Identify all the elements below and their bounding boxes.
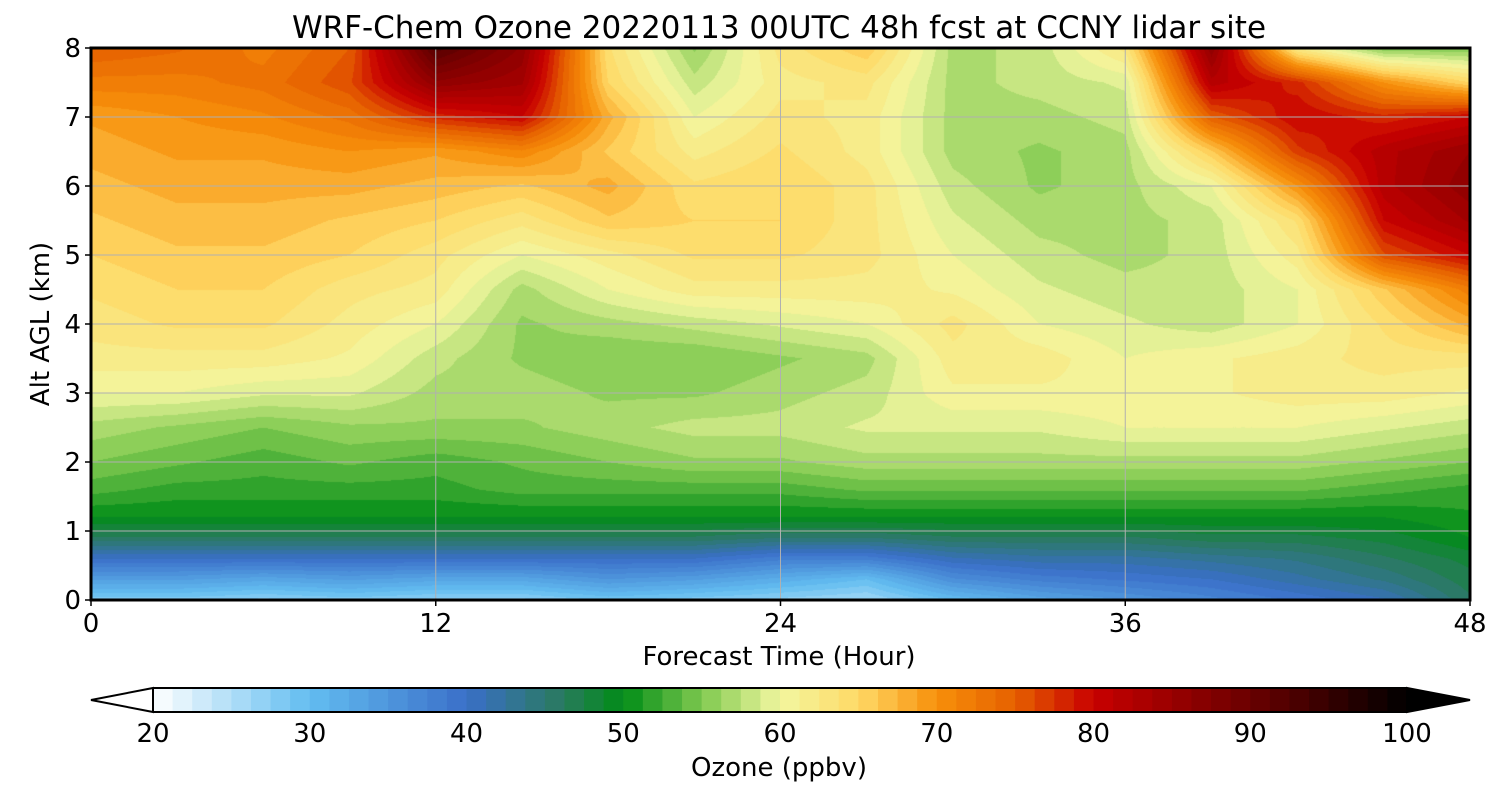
colorbar-swatch xyxy=(1054,688,1075,712)
colorbar-swatch xyxy=(329,688,350,712)
colorbar-swatch xyxy=(897,688,918,712)
colorbar-min-extend xyxy=(90,686,154,714)
colorbar-swatch xyxy=(172,688,193,712)
colorbar xyxy=(90,686,1471,714)
colorbar-tick-label: 20 xyxy=(136,719,169,749)
colorbar-swatch xyxy=(623,688,644,712)
y-tick-label: 7 xyxy=(64,103,81,133)
colorbar-tick-label: 30 xyxy=(293,719,326,749)
y-tick-label: 3 xyxy=(64,379,81,409)
colorbar-swatch xyxy=(1034,688,1055,712)
colorbar-swatch xyxy=(1132,688,1153,712)
colorbar-swatch xyxy=(799,688,820,712)
colorbar-swatch xyxy=(1309,688,1330,712)
colorbar-swatch xyxy=(1348,688,1369,712)
colorbar-swatch xyxy=(995,688,1016,712)
colorbar-swatch xyxy=(1387,688,1408,712)
colorbar-swatch xyxy=(486,688,507,712)
colorbar-swatch xyxy=(740,688,762,712)
colorbar-tick-label: 80 xyxy=(1077,719,1110,749)
colorbar-tick-label: 60 xyxy=(763,719,796,749)
colorbar-swatch xyxy=(603,688,624,712)
colorbar-swatch xyxy=(250,688,272,712)
colorbar-swatch xyxy=(721,688,742,712)
y-axis-label: Alt AGL (km) xyxy=(26,242,56,406)
colorbar-swatch xyxy=(1152,688,1173,712)
colorbar-swatch xyxy=(309,688,330,712)
x-tick-label: 24 xyxy=(764,609,797,639)
y-tick-label: 6 xyxy=(64,172,81,202)
colorbar-swatch xyxy=(760,688,781,712)
colorbar-swatch xyxy=(192,688,213,712)
colorbar-swatch xyxy=(662,688,683,712)
colorbar-swatch xyxy=(446,688,468,712)
colorbar-swatch xyxy=(1250,688,1271,712)
colorbar-swatch xyxy=(819,688,840,712)
colorbar-swatch xyxy=(348,688,370,712)
y-tick-label: 1 xyxy=(64,517,81,547)
colorbar-swatch xyxy=(877,688,899,712)
chart-title: WRF-Chem Ozone 20220113 00UTC 48h fcst a… xyxy=(292,10,1266,46)
x-tick-label: 12 xyxy=(419,609,452,639)
colorbar-swatch xyxy=(1113,688,1134,712)
colorbar-swatch xyxy=(642,688,664,712)
colorbar-swatch xyxy=(1328,688,1349,712)
colorbar-tick-label: 90 xyxy=(1234,719,1267,749)
colorbar-swatch xyxy=(427,688,448,712)
colorbar-ticks: 20 30 40 50 60 70 80 90 100 xyxy=(136,719,1431,749)
x-tick-label: 48 xyxy=(1453,609,1486,639)
colorbar-swatch xyxy=(407,688,428,712)
colorbar-label: Ozone (ppbv) xyxy=(691,753,867,783)
x-axis-label: Forecast Time (Hour) xyxy=(642,642,915,672)
colorbar-swatch xyxy=(544,688,566,712)
colorbar-swatch xyxy=(917,688,938,712)
colorbar-tick-label: 50 xyxy=(607,719,640,749)
colorbar-swatch xyxy=(525,688,546,712)
colorbar-swatch xyxy=(505,688,526,712)
colorbar-tick-label: 100 xyxy=(1382,719,1432,749)
y-tick-label: 8 xyxy=(64,34,81,64)
colorbar-swatch xyxy=(975,688,997,712)
colorbar-swatch xyxy=(1211,688,1232,712)
colorbar-swatch xyxy=(290,688,311,712)
colorbar-swatch xyxy=(1289,688,1310,712)
colorbar-swatch xyxy=(1015,688,1036,712)
x-axis-ticks: 0 12 24 36 48 xyxy=(83,600,1487,639)
colorbar-swatch xyxy=(1171,688,1193,712)
y-axis-ticks: 0 1 2 3 4 5 6 7 8 xyxy=(64,34,91,616)
y-tick-label: 2 xyxy=(64,448,81,478)
y-tick-label: 0 xyxy=(64,586,81,616)
colorbar-swatch xyxy=(956,688,977,712)
colorbar-swatch xyxy=(270,688,291,712)
colorbar-swatch xyxy=(1230,688,1251,712)
colorbar-tick-label: 70 xyxy=(920,719,953,749)
colorbar-swatch xyxy=(388,688,409,712)
colorbar-swatch xyxy=(1269,688,1291,712)
colorbar-swatch xyxy=(368,688,389,712)
y-tick-label: 4 xyxy=(64,310,81,340)
colorbar-swatch xyxy=(584,688,605,712)
colorbar-swatch xyxy=(1093,688,1114,712)
colorbar-max-extend xyxy=(1406,686,1471,714)
colorbar-swatch xyxy=(1073,688,1095,712)
colorbar-swatch xyxy=(466,688,487,712)
plot-area xyxy=(89,46,1472,602)
colorbar-swatch xyxy=(211,688,232,712)
colorbar-swatch xyxy=(1191,688,1212,712)
colorbar-tick-label: 40 xyxy=(450,719,483,749)
x-tick-label: 0 xyxy=(83,609,100,639)
colorbar-swatch xyxy=(701,688,722,712)
colorbar-swatch xyxy=(780,688,801,712)
colorbar-swatch xyxy=(936,688,957,712)
x-tick-label: 36 xyxy=(1109,609,1142,639)
colorbar-swatch xyxy=(838,688,859,712)
colorbar-swatch xyxy=(682,688,703,712)
colorbar-swatch xyxy=(231,688,252,712)
colorbar-swatch xyxy=(153,688,174,712)
y-tick-label: 5 xyxy=(64,241,81,271)
colorbar-swatch xyxy=(1367,688,1389,712)
colorbar-swatch xyxy=(564,688,585,712)
colorbar-swatch xyxy=(858,688,879,712)
